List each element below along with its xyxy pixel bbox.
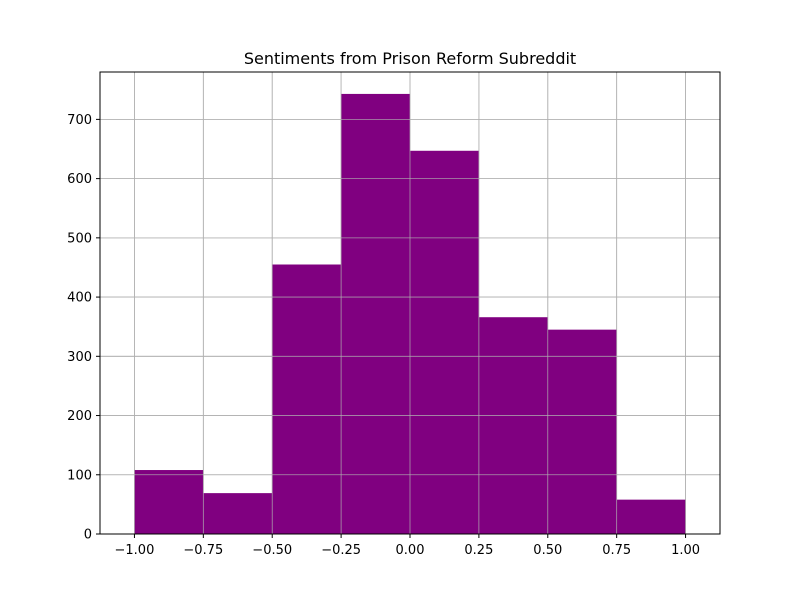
chart-title: Sentiments from Prison Reform Subreddit <box>244 49 576 68</box>
histogram-bar <box>134 470 204 534</box>
histogram-bars <box>100 72 720 535</box>
y-tick-label: 200 <box>67 409 92 424</box>
axes-frame <box>99 71 721 535</box>
x-tick-label: −0.25 <box>321 543 361 558</box>
y-tick-label: 0 <box>84 528 92 543</box>
histogram-bar <box>341 93 410 535</box>
x-tick-label: −0.75 <box>183 543 223 558</box>
x-tick-label: 0.50 <box>533 543 562 558</box>
y-tick-label: 400 <box>67 291 92 306</box>
x-tick-label: 0.25 <box>464 543 493 558</box>
x-tick-label: 0.00 <box>396 543 425 558</box>
x-tick-label: −1.00 <box>115 543 155 558</box>
histogram-bar <box>547 329 617 534</box>
histogram-bar <box>272 264 342 534</box>
y-tick-label: 100 <box>67 468 92 483</box>
axis-ticks: −1.00 −0.75 −0.50 −0.25 0.00 0.25 0.50 0.75 1.00… <box>67 113 700 558</box>
histogram-bar <box>478 317 548 534</box>
histogram-bar <box>203 493 273 534</box>
y-tick-label: 600 <box>67 172 92 187</box>
x-tick-label: −0.50 <box>252 543 292 558</box>
x-tick-label: 1.00 <box>671 543 700 558</box>
histogram-bar <box>410 150 479 534</box>
y-tick-label: 500 <box>67 231 92 246</box>
x-tick-label: 0.75 <box>602 543 631 558</box>
histogram-bar <box>616 499 686 534</box>
y-tick-label: 700 <box>67 113 92 128</box>
y-tick-label: 300 <box>67 350 92 365</box>
